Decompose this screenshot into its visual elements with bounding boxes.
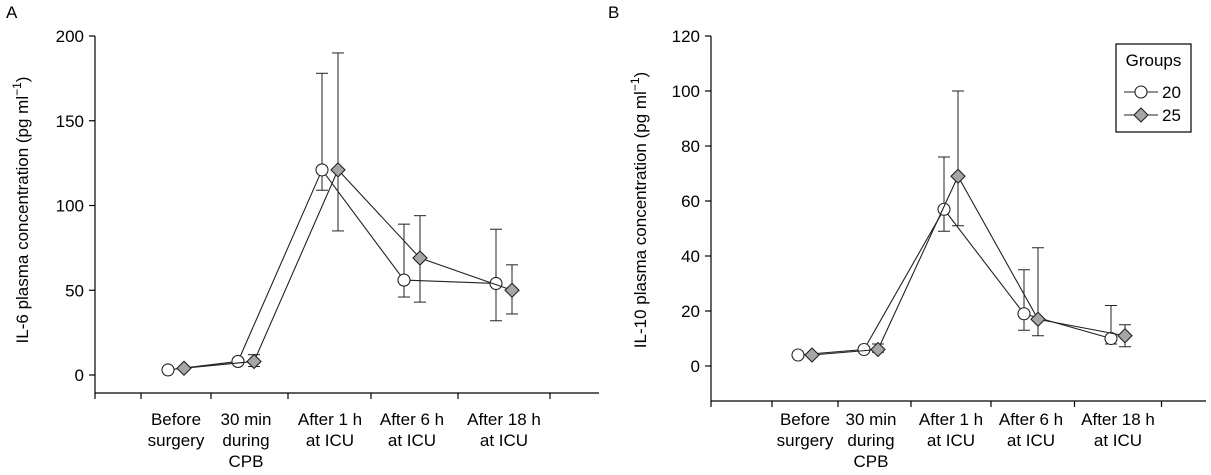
- series-line-25: [183, 168, 513, 369]
- x-category-label: at ICU: [1007, 431, 1055, 450]
- data-point-circle: [489, 276, 503, 291]
- data-point-circle: [231, 354, 245, 368]
- y-tick-label: 200: [56, 27, 84, 46]
- x-category-label: Before: [151, 410, 201, 429]
- x-category-label: at ICU: [927, 431, 975, 450]
- x-category-label: at ICU: [388, 431, 436, 450]
- data-point-diamond: [1030, 311, 1046, 328]
- data-point-diamond: [1117, 327, 1133, 344]
- il10-chart-panel: B 0 20 40 60 80 100 120 Before surgery 30 min durin…: [606, 0, 1211, 475]
- x-category-label: CPB: [229, 452, 264, 471]
- x-category-label: surgery: [777, 431, 834, 450]
- series-25: [804, 90, 1133, 363]
- data-point-diamond: [950, 168, 966, 185]
- y-axis-label-close: ): [13, 77, 32, 83]
- x-category-label: CPB: [854, 452, 889, 471]
- y-axis-label-superscript: −1: [628, 77, 642, 91]
- panel-label: B: [608, 3, 619, 22]
- series-line-20: [797, 208, 1112, 356]
- series-25: [176, 52, 520, 376]
- panel-label: A: [6, 3, 18, 22]
- data-point-diamond: [870, 341, 886, 358]
- y-axis-label-text: IL-6 plasma concentration (pg ml: [13, 96, 32, 344]
- x-category-label: After 18 h: [467, 410, 541, 429]
- y-axis-label-close: ): [631, 72, 650, 78]
- y-tick-label: 100: [672, 82, 700, 101]
- x-category-label: at ICU: [306, 431, 354, 450]
- y-tick-label: 60: [681, 192, 700, 211]
- il10-chart: B 0 20 40 60 80 100 120 Before surgery 30 min durin…: [608, 3, 1206, 471]
- data-point-diamond: [330, 162, 346, 178]
- data-point-circle: [937, 202, 951, 216]
- data-point-diamond: [176, 360, 192, 376]
- y-tick-label: 80: [681, 137, 700, 156]
- legend-label: 25: [1162, 106, 1181, 125]
- x-category-label: After 1 h: [298, 410, 362, 429]
- data-point-circle: [791, 348, 805, 362]
- data-point-circle: [397, 273, 411, 287]
- legend-label: 20: [1162, 83, 1181, 102]
- legend-marker-circle: [1134, 85, 1148, 99]
- y-axis-label: IL-6 plasma concentration (pg ml−1): [10, 77, 32, 344]
- x-category-label: After 6 h: [380, 410, 444, 429]
- y-tick-label: 100: [56, 197, 84, 216]
- y-tick-label: 0: [75, 366, 84, 385]
- y-tick-label: 40: [681, 247, 700, 266]
- data-point-diamond: [412, 250, 428, 266]
- y-axis-label-superscript: −1: [10, 82, 24, 96]
- data-point-circle: [315, 163, 329, 177]
- y-tick-label: 150: [56, 112, 84, 131]
- series-line-25: [811, 175, 1126, 356]
- series-20: [791, 156, 1118, 362]
- y-tick-label: 120: [672, 27, 700, 46]
- il6-chart-panel: A 0 50 100 150 200 Before surgery 30 min during CP…: [0, 0, 605, 475]
- y-tick-label: 50: [65, 281, 84, 300]
- series-20: [161, 72, 503, 377]
- x-category-label: during: [847, 431, 894, 450]
- legend: Groups 20 25: [1115, 43, 1192, 133]
- x-category-label: Before: [780, 410, 830, 429]
- y-tick-label: 0: [691, 357, 700, 376]
- legend-box: [1115, 43, 1192, 133]
- x-category-label: After 6 h: [999, 410, 1063, 429]
- data-point-diamond: [246, 353, 262, 370]
- y-axis-label: IL-10 plasma concentration (pg ml−1): [628, 72, 650, 348]
- data-point-circle: [857, 342, 871, 357]
- y-axis-label-text: IL-10 plasma concentration (pg ml: [631, 91, 650, 348]
- x-category-label: at ICU: [1094, 431, 1142, 450]
- data-point-circle: [161, 363, 175, 377]
- x-category-label: 30 min: [220, 410, 271, 429]
- series-line-20: [167, 168, 497, 371]
- x-category-label: at ICU: [480, 431, 528, 450]
- x-category-label: After 1 h: [919, 410, 983, 429]
- x-category-label: After 18 h: [1081, 410, 1155, 429]
- x-category-label: surgery: [148, 431, 205, 450]
- x-category-label: during: [222, 431, 269, 450]
- legend-title: Groups: [1126, 51, 1182, 70]
- data-point-circle: [1104, 331, 1118, 346]
- il6-chart: A 0 50 100 150 200 Before surgery 30 min during CP…: [6, 3, 599, 471]
- data-point-diamond: [804, 347, 820, 363]
- data-point-circle: [1017, 307, 1031, 321]
- x-category-label: 30 min: [845, 410, 896, 429]
- y-tick-label: 20: [681, 302, 700, 321]
- data-point-diamond: [504, 282, 520, 299]
- legend-marker-diamond: [1133, 107, 1149, 123]
